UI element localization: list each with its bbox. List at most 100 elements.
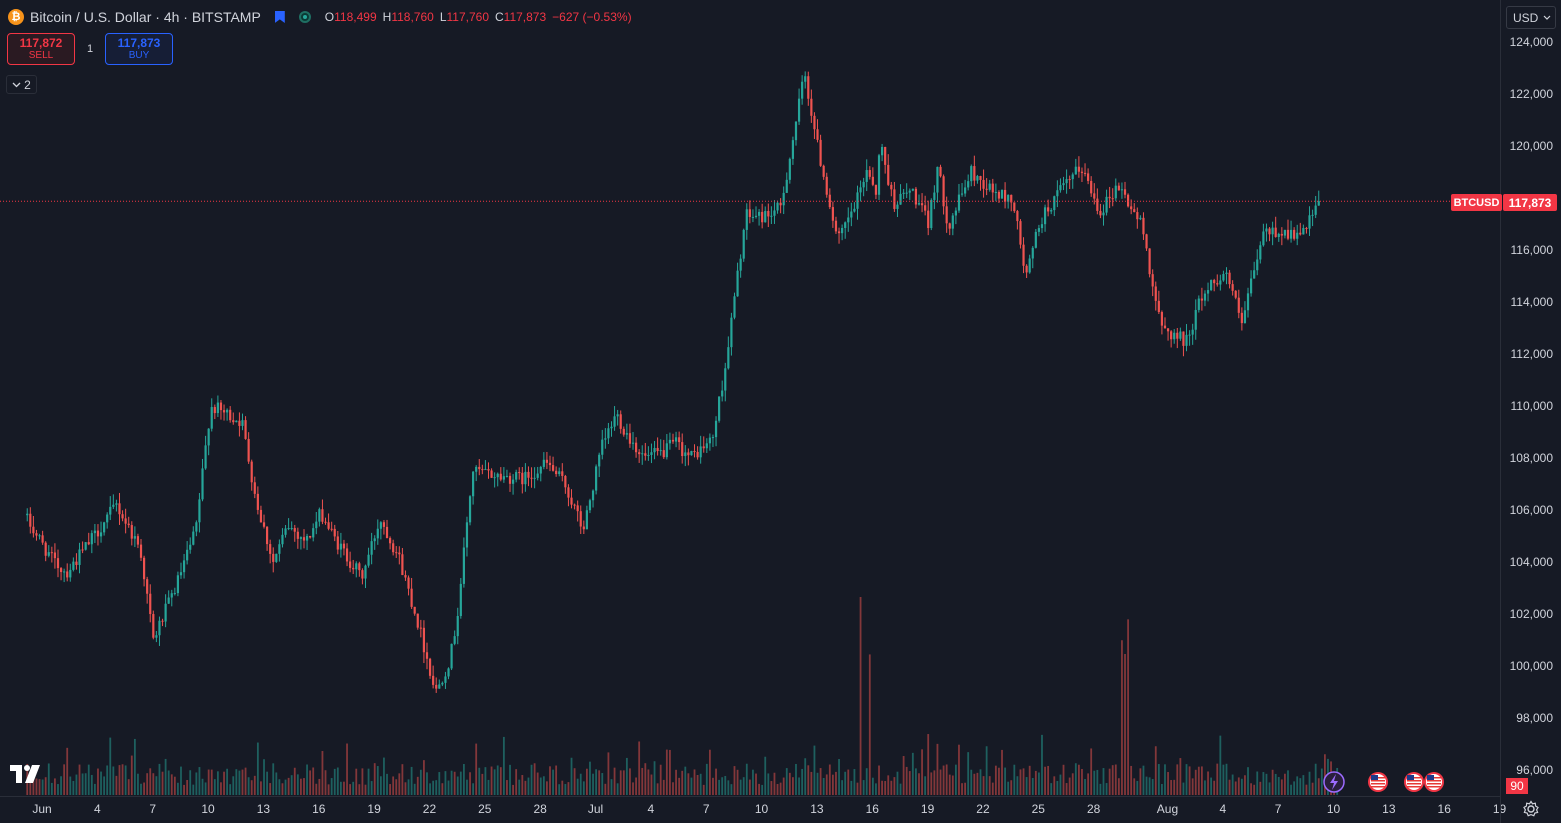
- candle: [739, 254, 742, 278]
- candle-body: [410, 588, 413, 607]
- volume-bar: [1133, 778, 1136, 795]
- volume-bar: [290, 775, 293, 795]
- candle: [1234, 290, 1237, 300]
- candle-body: [438, 684, 441, 689]
- candle: [730, 312, 733, 356]
- candle: [877, 153, 881, 200]
- volume-bar: [149, 768, 152, 795]
- volume-bar: [1102, 768, 1105, 795]
- candle-body: [1206, 290, 1210, 294]
- settings-icon[interactable]: [1522, 800, 1540, 818]
- volume-bar: [985, 746, 988, 795]
- candle: [419, 619, 422, 638]
- volume-bar: [183, 784, 185, 795]
- candle-body: [1151, 274, 1154, 287]
- volume-bar: [690, 777, 693, 795]
- candle-body: [1003, 189, 1007, 202]
- candle-body: [50, 552, 53, 554]
- candle-body: [1191, 329, 1194, 335]
- volume-bar: [1031, 777, 1034, 795]
- symbol-title[interactable]: Bitcoin / U.S. Dollar · 4h · BITSTAMP: [30, 9, 261, 25]
- buy-button[interactable]: 117,873 BUY: [105, 33, 173, 65]
- currency-selector[interactable]: USD: [1506, 6, 1556, 29]
- volume-bar: [1314, 763, 1317, 795]
- candle-body: [29, 513, 32, 527]
- candle: [659, 439, 662, 456]
- candle: [868, 166, 871, 180]
- candle: [118, 492, 121, 525]
- candle: [696, 446, 699, 460]
- candle-body: [81, 549, 84, 551]
- lightning-event-icon: [1323, 771, 1345, 793]
- candle: [253, 476, 256, 499]
- volume-bar: [386, 773, 388, 795]
- volume-bar: [93, 783, 96, 795]
- volume-bar: [60, 776, 62, 795]
- candle: [309, 535, 312, 539]
- candle-body: [87, 542, 90, 545]
- volume-bar: [1336, 767, 1339, 795]
- candle: [524, 463, 527, 492]
- candle: [453, 630, 456, 646]
- price-axis: 124,000 122,000 120,000 116,000 114,000 112,0…: [1510, 35, 1554, 777]
- candle: [499, 467, 502, 482]
- candle-body: [542, 459, 545, 467]
- candle-body: [841, 227, 844, 234]
- candle-body: [179, 572, 183, 576]
- x-tick-label: 25: [1032, 802, 1046, 816]
- volume-bar: [407, 779, 410, 795]
- candle-body: [269, 544, 272, 554]
- volume-bar: [1228, 779, 1231, 795]
- volume-bar: [755, 773, 757, 795]
- volume-bar: [868, 654, 871, 795]
- candle-body: [459, 583, 462, 617]
- volume-bar: [1287, 770, 1289, 795]
- candle: [964, 179, 967, 197]
- volume-bar: [1219, 735, 1222, 795]
- candle: [844, 221, 847, 239]
- candle-body: [287, 528, 290, 530]
- candle: [1016, 209, 1019, 230]
- candle-body: [462, 547, 465, 584]
- candle: [1293, 227, 1296, 241]
- chevron-down-icon: [12, 82, 21, 87]
- candle-body: [730, 317, 733, 348]
- candle-body: [585, 510, 588, 530]
- volume-bar: [795, 763, 797, 795]
- volume-bar: [967, 752, 970, 795]
- candle: [1283, 229, 1287, 239]
- candle: [305, 533, 309, 550]
- volume-bar: [50, 782, 53, 795]
- volume-bar: [672, 782, 674, 795]
- candle: [1206, 282, 1210, 302]
- candle-body: [718, 396, 721, 421]
- candle-body: [253, 482, 256, 494]
- volume-bar: [656, 783, 659, 795]
- volume-bar: [1271, 769, 1274, 795]
- sell-button[interactable]: 117,872 SELL: [7, 33, 75, 65]
- candle-body: [1265, 228, 1268, 232]
- candle-body: [370, 541, 373, 555]
- volume-bar: [745, 763, 748, 795]
- candle: [127, 516, 130, 528]
- candle-body: [484, 469, 487, 471]
- candle-body: [1246, 293, 1250, 311]
- candle: [1179, 327, 1182, 341]
- candle: [438, 679, 441, 689]
- volume-bar: [75, 774, 78, 795]
- candle: [1173, 329, 1176, 344]
- candle: [345, 543, 349, 567]
- indicators-toggle-button[interactable]: 2: [6, 75, 37, 94]
- candle-body: [241, 420, 244, 426]
- flag-icon[interactable]: [274, 11, 285, 23]
- chevron-down-icon: [1543, 15, 1551, 20]
- candle-body: [47, 552, 50, 556]
- y-tick-label: 98,000: [1516, 711, 1553, 725]
- candle-body: [395, 552, 398, 554]
- tradingview-logo[interactable]: [10, 765, 42, 783]
- candle: [142, 555, 146, 587]
- candle-body: [539, 466, 542, 474]
- volume-bar: [696, 774, 699, 795]
- volume-bar: [850, 780, 853, 795]
